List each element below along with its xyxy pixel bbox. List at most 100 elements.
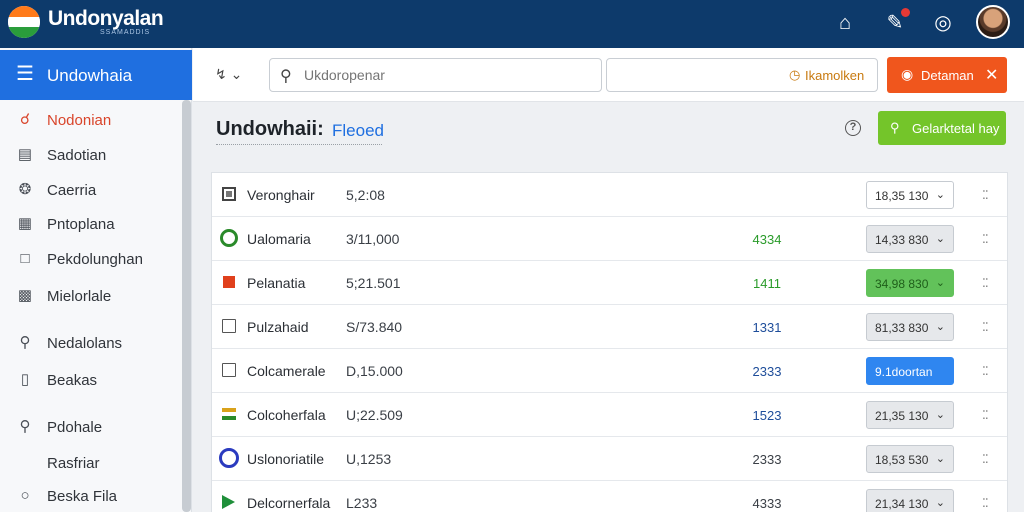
row-select-value: 21,35 130	[875, 409, 929, 423]
table-row[interactable]: Colcoherfala U;22.509 1523 21,35 130 ⌄ ⁚⁚	[212, 393, 1007, 437]
sidebar-item-pntoplana[interactable]: ▦ Pntoplana	[0, 209, 182, 239]
title-divider	[216, 144, 382, 146]
chevron-down-icon: ⌄	[935, 189, 945, 201]
avatar[interactable]	[976, 5, 1010, 39]
chevron-down-icon: ⌄	[935, 277, 945, 289]
info-field-label: Ikamolken	[805, 68, 865, 83]
row-select[interactable]: 14,33 830 ⌄	[866, 225, 954, 253]
document-icon: ▩	[17, 287, 33, 304]
chevron-down-icon: ⌄	[935, 233, 945, 245]
row-select-value: 14,33 830	[875, 233, 929, 247]
row-code: L233	[346, 495, 378, 511]
green-action-button-label: Gelarktetal hay	[912, 121, 1000, 136]
table-row[interactable]: Delcornerfala L233 4333 21,34 130 ⌄ ⁚⁚	[212, 481, 1007, 512]
info-field[interactable]: ◷ Ikamolken	[606, 58, 878, 92]
row-select-value: 21,34 130	[875, 497, 929, 511]
sidebar-item-label: Rasfriar	[47, 455, 100, 472]
notification-icon[interactable]: ✎	[882, 8, 910, 36]
circle-icon: ○	[20, 487, 30, 504]
row-status-icon	[220, 229, 238, 247]
drag-handle-icon[interactable]: ⁚⁚	[982, 188, 989, 202]
sidebar-item-pekdolunghan[interactable]: □ Pekdolunghan	[0, 244, 182, 274]
user-icon: ⚲	[19, 418, 31, 435]
close-icon[interactable]: ✕	[985, 67, 999, 84]
page-subtitle[interactable]: Fleoed	[332, 121, 384, 140]
sidebar-item-label: Beakas	[47, 372, 98, 389]
sidebar-item-nodonian[interactable]: ☌ Nodonian	[0, 105, 182, 135]
table-row[interactable]: Ualomaria 3/11,000 4334 14,33 830 ⌄ ⁚⁚	[212, 217, 1007, 261]
sidebar-item-sadotian[interactable]: ▤ Sadotian	[0, 140, 182, 170]
search-input[interactable]	[304, 65, 584, 85]
row-select[interactable]: 18,53 530 ⌄	[866, 445, 954, 473]
filter-dropdown-icon[interactable]: ↯ ⌄	[215, 66, 243, 82]
chevron-down-icon: ⌄	[935, 321, 945, 333]
home-icon[interactable]: ⌂	[838, 12, 852, 34]
drag-handle-icon[interactable]: ⁚⁚	[982, 496, 989, 510]
sidebar-item-label: Nedalolans	[47, 335, 123, 352]
row-name: Delcornerfala	[247, 495, 331, 511]
detaman-button[interactable]: ◉ Detaman ✕	[887, 57, 1007, 93]
row-code: 5,2:08	[346, 187, 385, 203]
green-action-button[interactable]: ⚲ Gelarktetal hay	[878, 111, 1006, 145]
sidebar-item-rasfriar[interactable]: Rasfriar	[0, 448, 182, 478]
bookmark-icon: ▯	[20, 371, 30, 388]
table-row[interactable]: Veronghair 5,2:08 18,35 130 ⌄ ⁚⁚	[212, 173, 1007, 217]
row-select-value: 18,53 530	[875, 453, 929, 467]
drag-handle-icon[interactable]: ⁚⁚	[982, 232, 989, 246]
drag-handle-icon[interactable]: ⁚⁚	[982, 408, 989, 422]
row-select[interactable]: 21,34 130 ⌄	[866, 489, 954, 512]
row-name: Colcamerale	[247, 363, 326, 379]
row-select[interactable]: 21,35 130 ⌄	[866, 401, 954, 429]
sidebar-item-beakas[interactable]: ▯ Beakas	[0, 365, 182, 395]
table-row[interactable]: Pelanatia 5;21.501 1411 34,98 830 ⌄ ⁚⁚	[212, 261, 1007, 305]
row-status-icon	[222, 495, 235, 509]
drag-handle-icon[interactable]: ⁚⁚	[982, 452, 989, 466]
sidebar-item-caerria[interactable]: ❂ Caerria	[0, 175, 182, 205]
data-table: Veronghair 5,2:08 18,35 130 ⌄ ⁚⁚ Ualomaria 3/1…	[211, 172, 1008, 512]
row-select[interactable]: 81,33 830 ⌄	[866, 313, 954, 341]
sidebar-scrollbar[interactable]	[182, 100, 191, 512]
chevron-down-icon: ⌄	[935, 453, 945, 465]
row-select-value: 9.1doortan	[875, 365, 933, 379]
clock-icon: ◷	[789, 67, 801, 82]
person-icon: ☌	[19, 111, 31, 128]
key-icon: ⚲	[19, 334, 31, 351]
sidebar-item-beska-fila[interactable]: ○ Beska Fila	[0, 481, 182, 511]
sidebar-item-pdohale[interactable]: ⚲ Pdohale	[0, 412, 182, 442]
brand-subtitle: SSAMADDIS	[100, 29, 151, 36]
row-name: Pulzahaid	[247, 319, 309, 335]
help-icon[interactable]: ?	[845, 120, 861, 136]
sidebar-item-label: Mielorlale	[47, 288, 112, 305]
row-name: Uslonoriatile	[247, 451, 325, 467]
drag-handle-icon[interactable]: ⁚⁚	[982, 276, 989, 290]
grid-icon: ▦	[17, 215, 33, 232]
search-icon: ⚲	[890, 120, 900, 135]
row-select-value: 81,33 830	[875, 321, 929, 335]
alert-icon: ◉	[901, 66, 914, 82]
search-box[interactable]: ⚲	[269, 58, 602, 92]
menu-icon[interactable]: ☰	[16, 63, 34, 85]
sidebar: ☰ Undowhaia ☌ Nodonian ▤ Sadotian ❂ Caer…	[0, 48, 192, 512]
row-name: Ualomaria	[247, 231, 311, 247]
table-row[interactable]: Uslonoriatile U,1253 2333 18,53 530 ⌄ ⁚⁚	[212, 437, 1007, 481]
top-bar: Undonyalan SSAMADDIS ⌂ ✎ ◎	[0, 0, 1024, 48]
row-select[interactable]: 18,35 130 ⌄	[866, 181, 954, 209]
notification-badge	[901, 8, 910, 17]
drag-handle-icon[interactable]: ⁚⁚	[982, 364, 989, 378]
row-status-icon	[219, 448, 239, 468]
sidebar-item-label: Nodonian	[47, 112, 112, 129]
sidebar-item-label: Beska Fila	[47, 488, 118, 505]
globe-icon[interactable]: ◎	[934, 12, 952, 34]
sidebar-item-mielorlale[interactable]: ▩ Mielorlale	[0, 281, 182, 311]
row-count: 2333	[752, 364, 782, 379]
row-code: S/73.840	[346, 319, 403, 335]
table-row[interactable]: Colcamerale D,15.000 2333 9.1doortan ⁚⁚	[212, 349, 1007, 393]
row-status-icon	[222, 363, 236, 377]
sidebar-header[interactable]: ☰ Undowhaia	[0, 50, 192, 100]
table-row[interactable]: Pulzahaid S/73.840 1331 81,33 830 ⌄ ⁚⁚	[212, 305, 1007, 349]
sidebar-item-nedalolans[interactable]: ⚲ Nedalolans	[0, 328, 182, 358]
row-select[interactable]: 34,98 830 ⌄	[866, 269, 954, 297]
detaman-button-label: Detaman	[921, 68, 974, 83]
row-select[interactable]: 9.1doortan	[866, 357, 954, 385]
drag-handle-icon[interactable]: ⁚⁚	[982, 320, 989, 334]
